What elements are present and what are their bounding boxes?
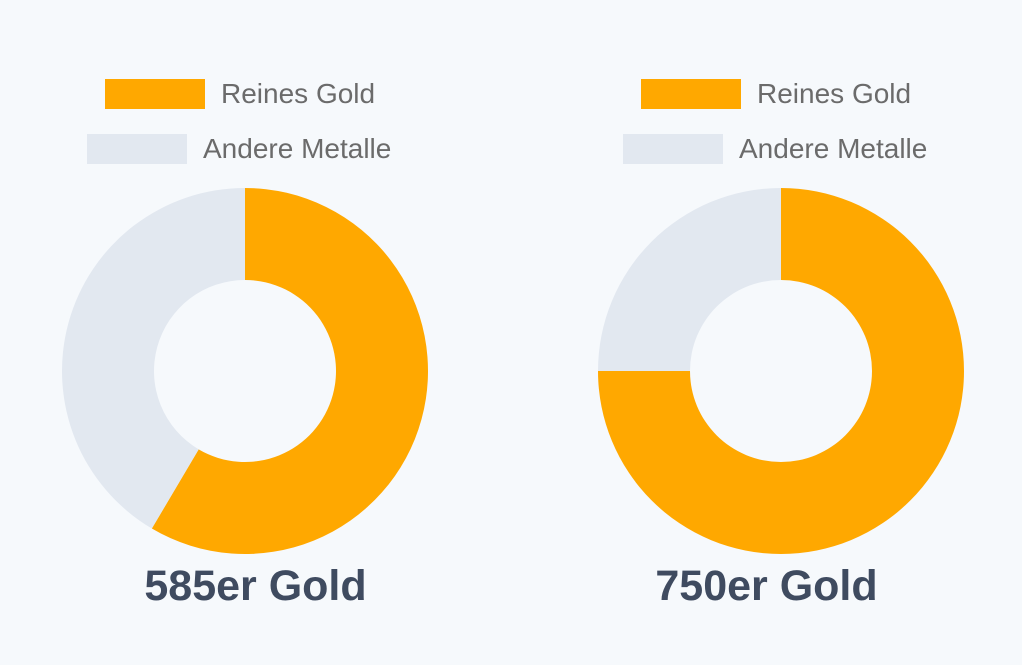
donut-chart-750 (598, 188, 964, 554)
legend-item-andere-metalle[interactable]: Andere Metalle (623, 133, 927, 165)
donut-slice-reines-gold[interactable] (598, 188, 964, 554)
chart-title-750: 750er Gold (655, 562, 878, 610)
legend-item-reines-gold[interactable]: Reines Gold (641, 78, 911, 110)
donut-chart-585 (62, 188, 428, 554)
legend-swatch-reines-gold (641, 79, 741, 109)
chart-750: Reines Gold Andere Metalle 750er Gold (511, 0, 1022, 665)
chart-title-585: 585er Gold (144, 562, 367, 610)
donut-slice-andere-metalle[interactable] (62, 188, 246, 529)
legend-label: Andere Metalle (203, 133, 392, 164)
donut-slice-reines-gold[interactable] (151, 188, 428, 554)
legend-label: Andere Metalle (739, 133, 928, 164)
chart-585: Reines Gold Andere Metalle 585er Gold (62, 78, 428, 610)
legend-swatch-reines-gold (105, 79, 205, 109)
legend-item-reines-gold[interactable]: Reines Gold (105, 78, 375, 110)
legend-item-andere-metalle[interactable]: Andere Metalle (87, 133, 391, 165)
donut-slice-andere-metalle[interactable] (598, 188, 781, 371)
legend-label: Reines Gold (221, 78, 376, 109)
legend-swatch-andere-metalle (87, 134, 187, 164)
legend-label: Reines Gold (757, 78, 912, 109)
legend-swatch-andere-metalle (623, 134, 723, 164)
